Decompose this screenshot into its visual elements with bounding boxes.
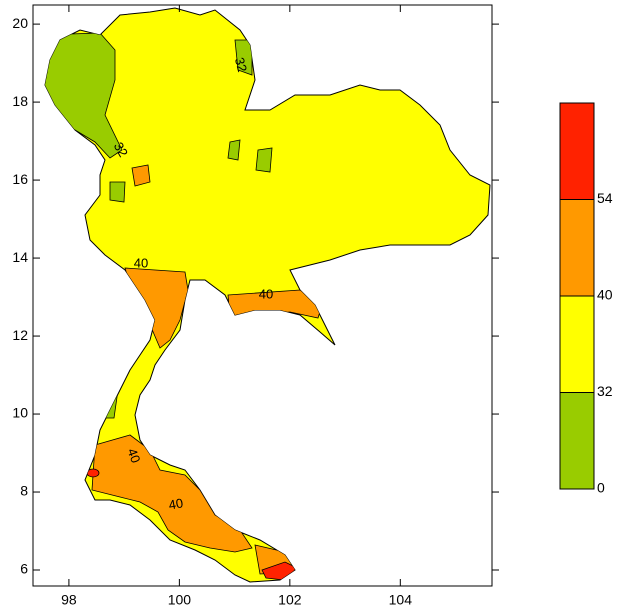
y-tick-label: 16 <box>12 171 28 187</box>
contour-label: 40 <box>134 255 148 270</box>
contour-label: 40 <box>124 446 143 465</box>
colorbar-band <box>559 102 595 200</box>
x-tick-label: 104 <box>389 592 413 608</box>
zone-orange <box>227 289 323 319</box>
plot-frame <box>32 4 493 587</box>
y-tick-label: 8 <box>20 483 28 499</box>
colorbar-band <box>559 295 595 393</box>
zone-orange <box>131 164 151 187</box>
zones <box>45 32 323 581</box>
y-tick-label: 6 <box>20 561 28 577</box>
zone-green <box>255 147 273 173</box>
y-tick-label: 10 <box>12 405 28 421</box>
contour-label: 32 <box>232 56 250 74</box>
map <box>44 7 491 583</box>
colorbar-band <box>559 392 595 490</box>
zone-green <box>45 32 123 159</box>
zone-green <box>234 39 253 76</box>
y-tick-label: 18 <box>12 93 28 109</box>
y-tick-label: 14 <box>12 249 28 265</box>
colorbar-tick-label: 40 <box>597 287 613 303</box>
colorbar-band <box>559 199 595 297</box>
contour-label: 40 <box>259 286 273 301</box>
x-tick-label: 102 <box>278 592 302 608</box>
x-tick-label: 100 <box>168 592 192 608</box>
zone-orange <box>124 267 189 349</box>
zone-green <box>227 139 241 161</box>
contour-label: 32 <box>111 139 131 159</box>
contour-label: 40 <box>167 495 184 512</box>
contour-labels: 32 32 40 40 40 40 <box>111 56 273 513</box>
colorbar-tick-label: 0 <box>597 480 605 496</box>
zone-green <box>109 181 126 203</box>
x-tick-label: 98 <box>61 592 77 608</box>
colorbar-tick-label: 32 <box>597 383 613 399</box>
y-tick-label: 12 <box>12 327 28 343</box>
zone-orange <box>91 434 253 553</box>
y-tick-label: 20 <box>12 15 28 31</box>
colorbar-tick-label: 54 <box>597 190 613 206</box>
